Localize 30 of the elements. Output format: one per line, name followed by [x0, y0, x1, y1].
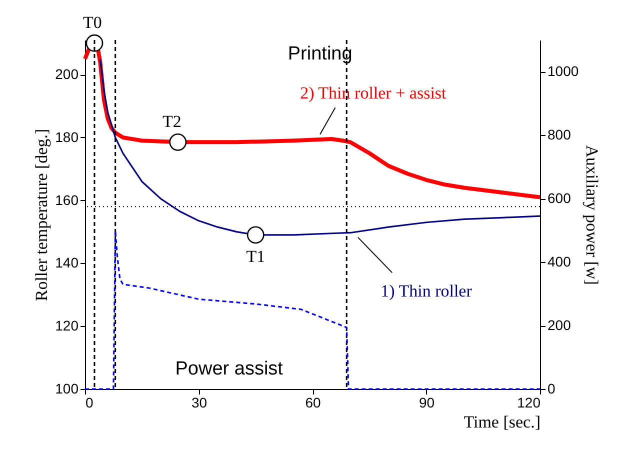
- y-tick-label: 140: [55, 254, 79, 271]
- y2-tick-label: 1000: [548, 63, 579, 80]
- x-tick-label: 30: [191, 394, 208, 410]
- y2-tick-label: 400: [548, 254, 572, 270]
- point: [246, 226, 264, 244]
- annotation: T2: [162, 112, 182, 132]
- y-tick-label: 160: [55, 192, 79, 208]
- x-tick-label: 120: [517, 394, 541, 410]
- annotation: T0: [83, 13, 102, 32]
- y-axis-title: Roller temperature [deg.]: [32, 128, 52, 302]
- y2-tick-label: 800: [548, 126, 572, 143]
- x-axis-title: Time [sec.]: [464, 412, 540, 432]
- y-tick-label: 180: [55, 128, 79, 145]
- y2-tick-label: 200: [548, 317, 572, 334]
- point: [169, 133, 187, 151]
- x-tick-label: 60: [305, 394, 321, 410]
- text: 2) Thin roller + assist: [300, 83, 447, 102]
- x-tick-label: 0: [86, 394, 94, 410]
- text: 1) Thin roller: [380, 282, 472, 301]
- y2-tick-label: 600: [548, 190, 572, 206]
- x-tick-label: 90: [418, 394, 435, 410]
- annotation: T1: [246, 246, 266, 266]
- y-tick-label: 200: [55, 66, 79, 82]
- y2-axis-title: Auxiliary power [w]: [582, 145, 602, 285]
- y-tick-label: 120: [55, 318, 79, 334]
- y-tick-label: 100: [55, 380, 79, 396]
- annotation: Power assist: [175, 358, 284, 380]
- y2-tick-label: 0: [548, 380, 556, 396]
- annotation: Printing: [288, 44, 352, 65]
- point: [86, 34, 104, 52]
